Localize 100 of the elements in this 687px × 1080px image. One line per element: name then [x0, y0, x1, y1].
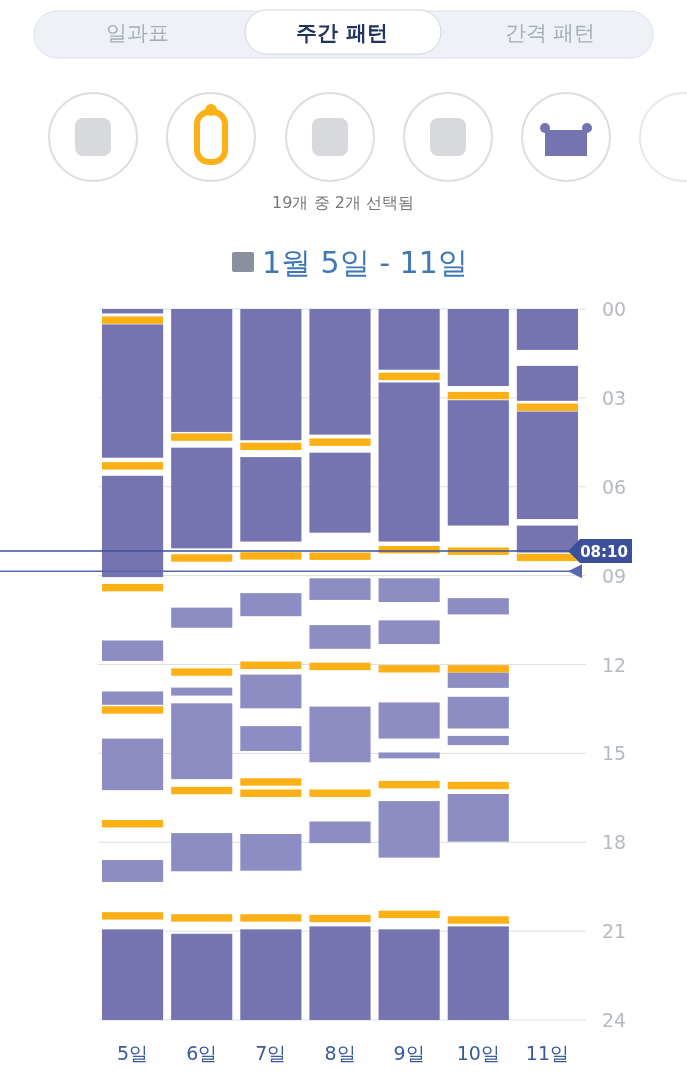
bar: [102, 820, 164, 828]
bar: [378, 665, 440, 673]
bar: [171, 309, 233, 432]
bar: [240, 593, 302, 617]
bar: [102, 583, 164, 592]
bar: [309, 578, 371, 600]
bar: [240, 914, 302, 922]
bar: [102, 462, 164, 470]
bar: [516, 365, 578, 401]
ref-line-label: 08:10: [580, 543, 628, 562]
x-tick-label: 9일: [393, 1042, 425, 1064]
y-tick-label: 03: [601, 386, 627, 409]
bar: [378, 801, 440, 858]
x-tick-label: 5일: [117, 1042, 149, 1064]
bar: [102, 706, 164, 714]
bar: [102, 738, 164, 791]
bar: [240, 674, 302, 709]
bar: [447, 672, 509, 688]
y-tick-label: 12: [601, 653, 627, 676]
bar: [240, 309, 302, 441]
bar: [378, 910, 440, 919]
y-tick-label: 15: [601, 742, 627, 765]
bar: [309, 309, 371, 435]
text: 간격 패턴: [504, 21, 596, 45]
bar: [447, 916, 509, 924]
bar: [378, 382, 440, 542]
bar: [447, 793, 509, 842]
bar: [447, 696, 509, 729]
bar: [171, 933, 233, 1020]
bar: [240, 552, 302, 560]
bar: [309, 438, 371, 446]
bar: [309, 821, 371, 844]
x-tick-label: 11일: [525, 1042, 570, 1064]
bar: [378, 929, 440, 1020]
bar: [171, 607, 233, 628]
bar: [378, 372, 440, 381]
bar: [378, 702, 440, 739]
bar: [240, 442, 302, 451]
bar: [447, 309, 509, 387]
bar: [516, 403, 578, 411]
y-tick-label: 00: [601, 298, 627, 320]
y-tick-label: 21: [601, 920, 627, 943]
bar: [171, 786, 233, 795]
x-tick-label: 10일: [456, 1042, 500, 1064]
bar: [240, 833, 302, 871]
bar: [171, 687, 233, 696]
bar: [378, 752, 440, 759]
bar: [102, 929, 164, 1020]
bar: [447, 781, 509, 790]
bar: [240, 929, 302, 1020]
bar: [309, 706, 371, 763]
chart-title: 1월 5일 - 11일: [262, 245, 468, 280]
bar: [102, 860, 164, 882]
bar: [447, 735, 509, 746]
bar: [102, 640, 164, 661]
bar: [171, 833, 233, 872]
bar: [309, 789, 371, 797]
bar: [516, 309, 578, 350]
bar: [447, 391, 509, 400]
y-tick-label: 06: [601, 475, 627, 498]
y-tick-label: 24: [601, 1009, 627, 1031]
bar: [378, 780, 440, 789]
bar: [309, 926, 371, 1020]
bar: [240, 457, 302, 542]
bar: [102, 475, 164, 578]
bar: [378, 620, 440, 645]
bar: [171, 668, 233, 676]
bar: [171, 447, 233, 549]
bar: [240, 778, 302, 786]
bar: [102, 912, 164, 920]
text: 일과표: [105, 21, 169, 45]
bar: [171, 914, 233, 922]
bar: [378, 578, 440, 602]
y-tick-label: 18: [601, 831, 627, 854]
bar: [102, 691, 164, 705]
bar: [102, 316, 164, 324]
bar: [102, 324, 164, 458]
bar: [102, 309, 164, 314]
text: 19개 중 2개 선택됨: [272, 193, 414, 212]
bar: [171, 433, 233, 441]
bar: [240, 789, 302, 797]
bar: [309, 914, 371, 923]
x-tick-label: 7일: [255, 1042, 287, 1064]
text: 주간 패턴: [296, 21, 388, 45]
bar: [309, 552, 371, 560]
bar: [171, 703, 233, 780]
bar: [240, 726, 302, 752]
bar: [447, 598, 509, 615]
x-tick-label: 8일: [324, 1042, 356, 1064]
bar: [171, 554, 233, 562]
bar: [378, 309, 440, 370]
bar: [240, 661, 302, 669]
bar: [309, 452, 371, 533]
bar: [447, 665, 509, 673]
bar: [309, 625, 371, 649]
y-tick-label: 09: [601, 564, 627, 587]
x-tick-label: 6일: [186, 1042, 218, 1064]
bar: [516, 411, 578, 520]
bar: [447, 400, 509, 526]
bar: [447, 926, 509, 1020]
